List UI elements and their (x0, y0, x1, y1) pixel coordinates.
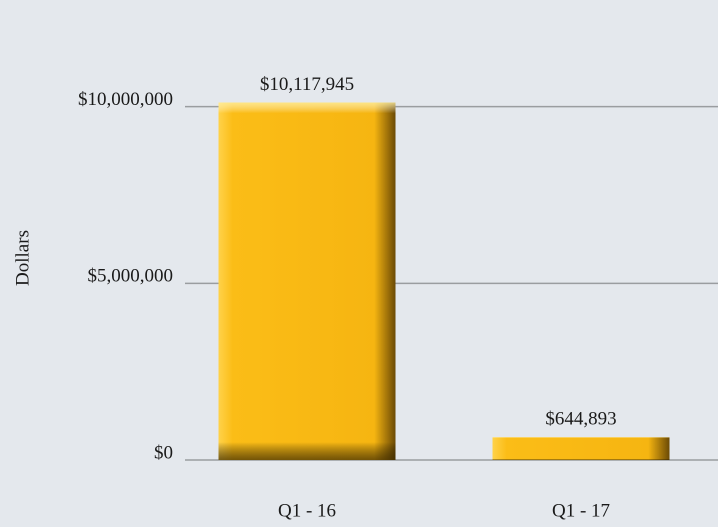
value-label: $10,117,945 (260, 74, 354, 95)
bar-shade (218, 102, 396, 461)
x-tick-label: Q1 - 16 (278, 500, 336, 521)
y-axis-title: Dollars (12, 230, 33, 286)
y-tick-label: $10,000,000 (78, 89, 173, 110)
x-tick-label: Q1 - 17 (552, 500, 610, 521)
y-tick-label: $5,000,000 (88, 266, 174, 287)
y-tick-label: $0 (154, 442, 173, 463)
bar-shade (492, 437, 670, 460)
value-label: $644,893 (545, 409, 616, 430)
